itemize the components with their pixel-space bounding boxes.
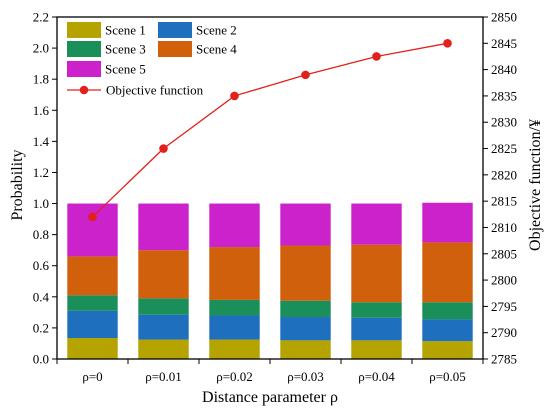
bar-segment-scene-1 xyxy=(280,340,331,359)
objective-function-point xyxy=(443,39,452,48)
objective-function-point xyxy=(159,144,168,153)
y-tick-label: 2.0 xyxy=(33,41,49,56)
y-tick-label: 1.8 xyxy=(33,72,49,87)
legend-swatch-3 xyxy=(67,41,101,57)
bar-segment-scene-2 xyxy=(422,319,473,342)
bar-segment-scene-2 xyxy=(138,314,189,340)
y2-tick-label: 2830 xyxy=(491,115,517,130)
y-tick-label: 0.4 xyxy=(33,289,50,304)
y2-tick-label: 2840 xyxy=(491,62,517,77)
bar-segment-scene-5 xyxy=(351,203,402,245)
x-tick-label: ρ=0.05 xyxy=(429,369,466,384)
bar-segment-scene-3 xyxy=(422,302,473,320)
legend-label-1: Scene 1 xyxy=(105,23,146,38)
y-tick-label: 2.2 xyxy=(33,10,49,25)
bar-segment-scene-3 xyxy=(67,295,118,311)
legend-swatch-2 xyxy=(158,22,192,38)
y2-tick-label: 2805 xyxy=(491,246,517,261)
x-axis-title: Distance parameter ρ xyxy=(202,389,338,406)
legend-label-objective: Objective function xyxy=(106,83,204,98)
objective-function-point xyxy=(301,70,310,80)
y-tick-label: 1.6 xyxy=(33,103,50,118)
bar-segment-scene-5 xyxy=(422,202,473,243)
y-tick-label: 0.2 xyxy=(33,320,49,335)
legend-swatch-4 xyxy=(158,41,192,57)
y-tick-label: 0.8 xyxy=(33,227,49,242)
y-axis-title: Probability xyxy=(9,149,26,220)
bar-segment-scene-1 xyxy=(351,340,402,359)
legend-label-5: Scene 5 xyxy=(105,62,146,77)
axes-layer: 0.0 0.2 0.4 0.6 0.8 1.0 1.2 1.4 1.6 1.8 2.0 2.2 2785… xyxy=(33,10,517,385)
y-tick-label: 1.4 xyxy=(33,134,50,149)
legend-swatch-5 xyxy=(67,61,101,77)
bar-segment-scene-4 xyxy=(351,244,402,303)
objective-function-point xyxy=(88,212,97,222)
legend-label-2: Scene 2 xyxy=(196,23,237,38)
bar-segment-scene-1 xyxy=(67,338,118,359)
y2-tick-label: 2795 xyxy=(491,299,517,314)
y2-tick-label: 2790 xyxy=(491,325,517,340)
y2-tick-label: 2845 xyxy=(491,36,517,51)
bar-segment-scene-2 xyxy=(67,310,118,339)
legend-label-3: Scene 3 xyxy=(105,42,146,57)
y-tick-label: 0.0 xyxy=(33,352,49,367)
objective-function-point xyxy=(230,91,239,101)
objective-function-point xyxy=(372,52,381,61)
y2-tick-label: 2835 xyxy=(491,88,517,103)
bar-segment-scene-5 xyxy=(67,203,118,257)
y-tick-label: 0.6 xyxy=(33,258,50,273)
bar-segment-scene-4 xyxy=(67,256,118,296)
line-layer xyxy=(88,39,452,222)
y-tick-label: 1.0 xyxy=(33,196,49,211)
bar-segment-scene-3 xyxy=(209,299,260,316)
bar-segment-scene-4 xyxy=(280,245,331,301)
bar-segment-scene-1 xyxy=(209,339,260,359)
bar-segment-scene-3 xyxy=(351,302,402,318)
y-tick-label: 1.2 xyxy=(33,165,49,180)
bar-segment-scene-4 xyxy=(422,242,473,303)
y2-tick-label: 2800 xyxy=(491,273,517,288)
y2-axis-title: Objective function/¥ xyxy=(527,119,544,251)
bar-segment-scene-5 xyxy=(138,203,189,251)
x-tick-label: ρ=0.04 xyxy=(358,369,395,384)
x-tick-label: ρ=0.03 xyxy=(287,369,324,384)
objective-function-line xyxy=(92,42,448,218)
y2-tick-label: 2825 xyxy=(491,141,517,156)
legend-swatch-1 xyxy=(67,22,101,38)
bar-segment-scene-2 xyxy=(280,317,331,341)
legend-marker-objective xyxy=(79,85,89,95)
y2-tick-label: 2810 xyxy=(491,220,517,235)
bar-segment-scene-3 xyxy=(280,300,331,318)
y2-tick-label: 2815 xyxy=(491,194,517,209)
bar-segment-scene-3 xyxy=(138,298,189,315)
bar-segment-scene-4 xyxy=(209,247,260,300)
bar-segment-scene-2 xyxy=(351,317,402,341)
bar-segment-scene-1 xyxy=(138,339,189,359)
y2-tick-label: 2820 xyxy=(491,167,517,182)
y2-tick-label: 2850 xyxy=(491,10,517,25)
bar-segment-scene-4 xyxy=(138,250,189,299)
bars-layer xyxy=(67,202,473,359)
bar-segment-scene-5 xyxy=(209,203,260,248)
y2-tick-label: 2785 xyxy=(491,352,517,367)
x-tick-label: ρ=0.02 xyxy=(216,369,253,384)
x-tick-label: ρ=0 xyxy=(82,369,102,384)
legend: Scene 1 Scene 2 Scene 3 Scene 4 Scene 5 Objec… xyxy=(67,22,237,98)
bar-segment-scene-2 xyxy=(209,315,260,340)
x-tick-label: ρ=0.01 xyxy=(145,369,182,384)
legend-label-4: Scene 4 xyxy=(196,42,237,57)
bar-segment-scene-1 xyxy=(422,341,473,359)
bar-segment-scene-5 xyxy=(280,203,331,246)
